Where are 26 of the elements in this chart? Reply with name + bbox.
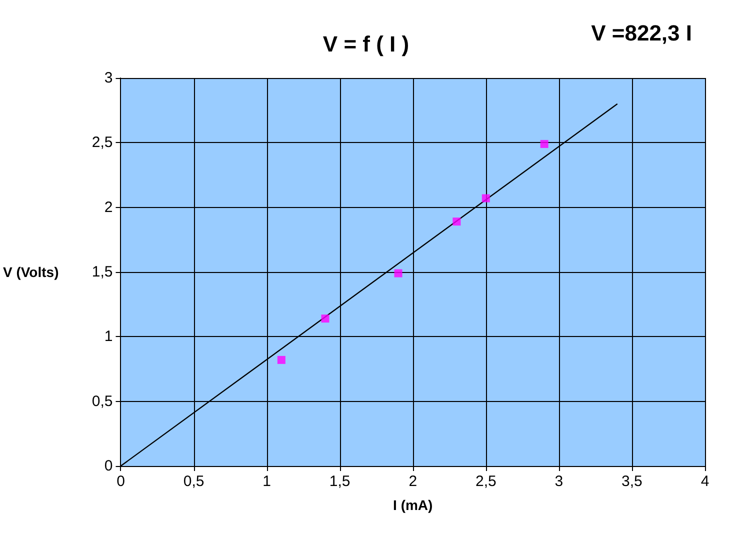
x-tick-label: 0,5	[183, 473, 204, 490]
x-tick-label: 0	[116, 473, 125, 490]
y-tick-label: 1	[104, 328, 113, 346]
point	[482, 194, 490, 202]
y-tick-label: 2,5	[92, 134, 113, 152]
y-axis-title: V (Volts)	[2, 264, 59, 280]
text: V =822,3 I	[591, 20, 692, 46]
x-tick-label: 3,5	[622, 473, 642, 490]
x-axis-title: I (mA)	[393, 497, 433, 513]
x-tick-label: 4	[700, 473, 710, 490]
x-tick-label: 1	[262, 473, 271, 490]
y-tick-label: 1,5	[92, 264, 113, 280]
point	[452, 218, 461, 226]
point	[321, 314, 330, 323]
point	[540, 140, 548, 148]
y-tick-label: 0,5	[92, 392, 113, 410]
y-tick-label: 2	[104, 198, 113, 216]
point	[394, 269, 402, 278]
chart-title: V = f ( I )	[322, 32, 410, 56]
y-tick-label: 0	[104, 458, 113, 474]
x-tick-label: 2,5	[475, 473, 496, 490]
y-tick-label: 3	[104, 70, 113, 86]
x-tick-label: 2	[408, 473, 418, 490]
point	[277, 356, 286, 364]
x-tick-label: 1,5	[329, 473, 350, 490]
x-tick-label: 3	[554, 473, 564, 490]
